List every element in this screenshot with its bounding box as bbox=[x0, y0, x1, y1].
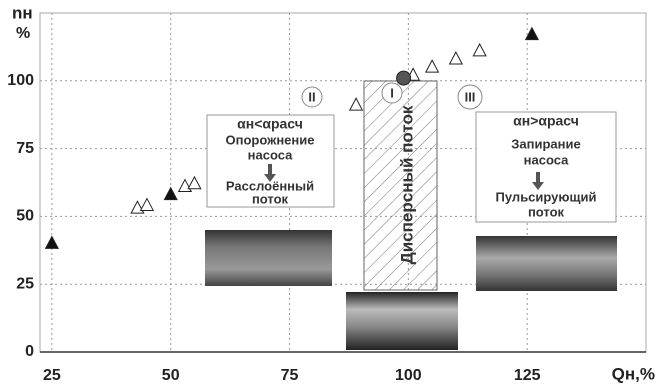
y-tick-label: 100 bbox=[7, 72, 34, 89]
annotation: Пульсирующий bbox=[496, 189, 597, 204]
pipe-photo bbox=[346, 292, 458, 350]
annotation: поток bbox=[252, 191, 289, 206]
annotation: Запирание bbox=[511, 136, 580, 151]
x-tick-label: 50 bbox=[162, 367, 180, 384]
condition: αн>αрасч bbox=[513, 113, 579, 129]
condition: αн<αрасч bbox=[237, 116, 303, 132]
x-tick-label: 100 bbox=[395, 367, 422, 384]
x-axis-label: Qн,% bbox=[612, 364, 655, 383]
zone-label: III bbox=[465, 89, 476, 104]
zone-label: II bbox=[308, 89, 315, 104]
data-point bbox=[350, 98, 363, 110]
data-point bbox=[46, 237, 59, 249]
data-point bbox=[473, 44, 486, 56]
data-point bbox=[188, 177, 201, 189]
data-point bbox=[450, 52, 463, 64]
data-point bbox=[426, 60, 439, 72]
data-point bbox=[141, 199, 154, 211]
y-tick-label: 75 bbox=[16, 140, 34, 157]
annotation: Дисперсный поток bbox=[397, 105, 416, 264]
pipe-photo bbox=[476, 236, 617, 291]
y-tick-label: 50 bbox=[16, 208, 34, 225]
annotation: поток bbox=[528, 204, 565, 219]
x-tick-label: 75 bbox=[281, 367, 299, 384]
chart: 0 25 50 75 100 25 50 75 100 125 II I III αн<αрасч… bbox=[0, 0, 663, 385]
annotation: насоса bbox=[248, 147, 293, 162]
data-point bbox=[397, 71, 411, 85]
pipe-photo bbox=[205, 230, 332, 286]
y-tick-label: 25 bbox=[16, 275, 34, 292]
x-tick-label: 125 bbox=[514, 367, 541, 384]
annotation: Опорожнение bbox=[226, 132, 315, 147]
y-tick-label: 0 bbox=[25, 343, 34, 360]
y-axis-label: nн bbox=[12, 3, 33, 22]
data-point bbox=[164, 188, 177, 200]
annotation: насоса bbox=[524, 152, 569, 167]
y-axis-unit: % bbox=[16, 25, 30, 42]
zone-label: I bbox=[390, 85, 394, 100]
x-tick-label: 25 bbox=[43, 367, 61, 384]
